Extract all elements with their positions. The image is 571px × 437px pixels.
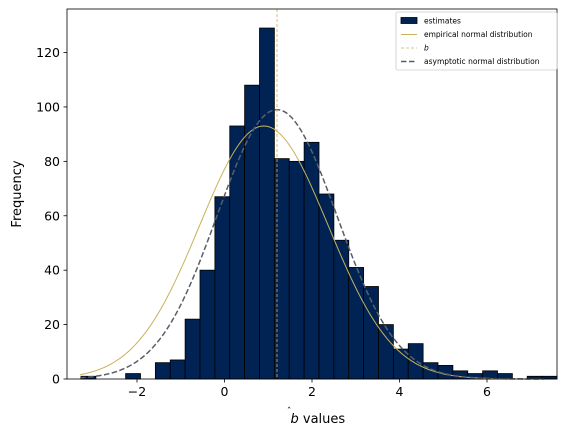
x-tick-label: 2 [308, 384, 316, 399]
x-axis-label: ˆ b values [287, 403, 346, 427]
y-tick-label: 60 [44, 208, 60, 223]
y-tick-label: 20 [44, 317, 60, 332]
histogram-bar [169, 359, 186, 380]
histogram-bar [154, 362, 171, 380]
histogram-bar [541, 375, 558, 380]
legend-label: empirical normal distribution [424, 30, 533, 39]
legend-label: b [424, 44, 429, 53]
asymptotic-normal-curve [80, 108, 544, 380]
legend-entry-asymptotic: asymptotic normal distribution [401, 57, 540, 66]
histogram-bars [80, 27, 558, 380]
legend: estimates empirical normal distribution ba… [395, 11, 558, 71]
distribution-curves [80, 9, 544, 380]
legend-label: asymptotic normal distribution [424, 57, 540, 66]
x-tick-label: −2 [128, 384, 146, 399]
y-tick-label: 80 [44, 154, 60, 169]
histogram-bar [407, 343, 424, 380]
histogram-bar [333, 239, 350, 380]
legend-entry-empirical: empirical normal distribution [401, 30, 533, 39]
histogram-bar [348, 267, 365, 380]
y-tick-label: 40 [44, 263, 60, 278]
histogram-bar [244, 84, 260, 380]
x-tick-label: 4 [396, 384, 404, 399]
x-axis-label-text: values [303, 412, 346, 427]
x-axis-label-symbol: b [290, 412, 298, 427]
y-tick-label: 120 [36, 45, 60, 60]
histogram-bar [259, 27, 275, 380]
legend-entry-b: b [401, 44, 429, 53]
histogram-bar [392, 348, 409, 380]
y-tick-label: 100 [36, 99, 60, 114]
y-axis-label: Frequency [10, 160, 25, 227]
legend-label: estimates [424, 17, 461, 26]
histogram-bar [303, 141, 320, 380]
legend-swatch [400, 17, 418, 24]
x-axis-label-hat: ˆ [287, 406, 292, 417]
x-axis-ticks: −2 0 2 4 6 [128, 379, 491, 399]
histogram-bar [378, 324, 394, 380]
histogram-bar [214, 196, 231, 380]
legend-entry-estimates: estimates [400, 17, 461, 26]
y-axis-ticks: 0 20 40 60 80 100 120 [36, 45, 67, 387]
legend-box [395, 11, 558, 71]
histogram-bar [422, 362, 439, 380]
histogram-bar [288, 160, 305, 380]
x-tick-label: 6 [483, 384, 491, 399]
x-tick-label: 0 [221, 384, 229, 399]
histogram-bar [125, 373, 141, 380]
y-tick-label: 0 [52, 372, 60, 387]
histogram-bar [184, 318, 201, 380]
histogram-bar [199, 269, 216, 380]
